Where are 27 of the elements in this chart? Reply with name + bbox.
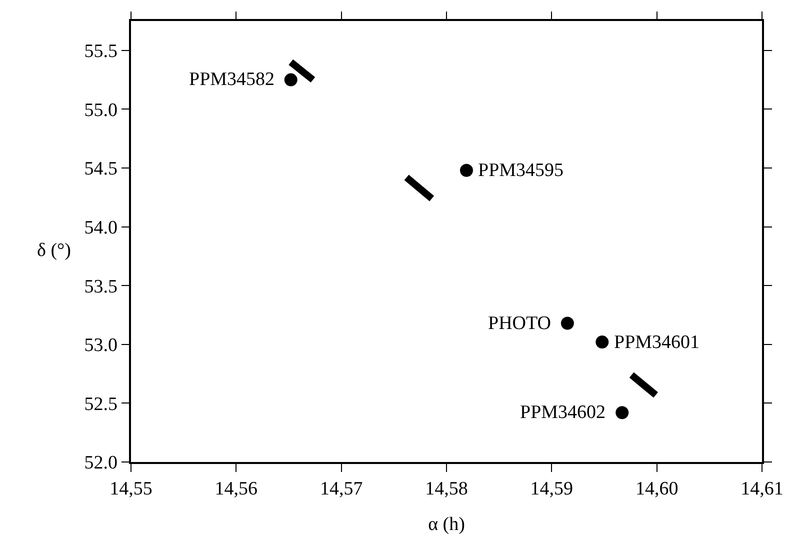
- y-tick-label: 54.5: [84, 158, 118, 180]
- annotation: PPM34582: [189, 69, 275, 90]
- x-tick-label: 14,55: [110, 478, 152, 500]
- x-tick-label: 14,57: [320, 478, 363, 500]
- x-tick-label: 14,59: [530, 478, 574, 500]
- y-tick-label: 55.5: [84, 41, 118, 62]
- point: [596, 336, 609, 349]
- annotation: PPM34601: [614, 332, 700, 353]
- x-axis-title: α (h): [428, 514, 465, 535]
- point: [460, 164, 473, 177]
- annotation: PPM34602: [520, 402, 606, 423]
- y-tick-label: 53.0: [84, 335, 118, 356]
- y-tick-label: 55.0: [84, 100, 118, 121]
- x-tick-label: 14,58: [425, 478, 468, 500]
- y-tick-label: 54.0: [84, 217, 118, 238]
- y-tick-label: 52.5: [84, 394, 118, 415]
- point: [616, 406, 629, 420]
- annotation: PHOTO: [488, 313, 551, 334]
- x-tick-label: 14,56: [214, 478, 258, 500]
- annotation: PPM34595: [478, 160, 564, 181]
- y-axis-title: δ (°): [37, 240, 71, 261]
- y-tick-label: 52.0: [84, 452, 118, 474]
- point: [284, 73, 298, 86]
- point: [560, 316, 574, 330]
- x-tick-label: 14,61: [740, 478, 784, 500]
- x-tick-label: 14,60: [635, 478, 678, 500]
- y-tick-label: 53.5: [84, 276, 118, 298]
